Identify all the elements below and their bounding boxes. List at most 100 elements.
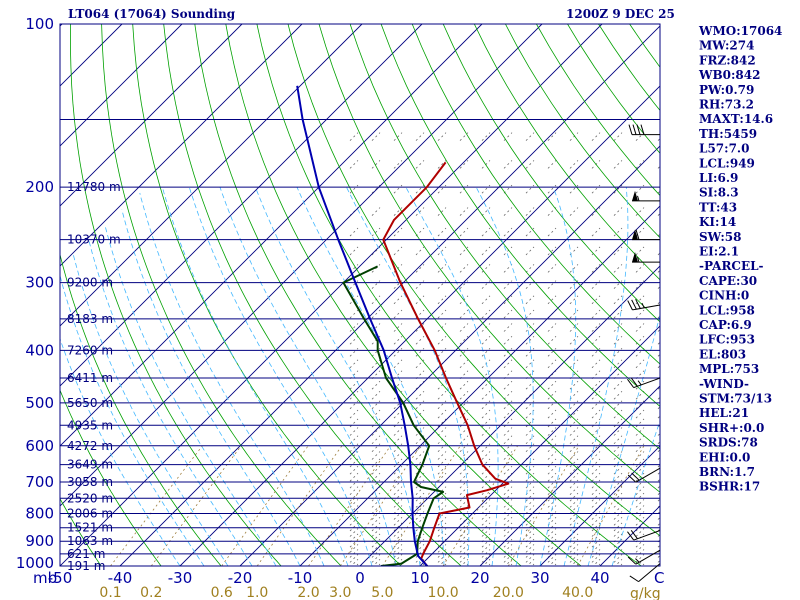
- dry-adiabat: [754, 24, 800, 566]
- isotherm-line: [60, 24, 363, 327]
- temperature-tick-label: -10: [288, 569, 313, 587]
- barb-flag: [627, 378, 635, 388]
- mixing-ratio-tick-label: 0.6: [211, 585, 233, 600]
- moist-adiabat: [121, 209, 301, 566]
- barb-flag: [636, 124, 641, 135]
- dry-adiabat: [256, 24, 642, 566]
- wind-barb: [627, 530, 661, 541]
- pressure-tick-label: 900: [25, 532, 54, 550]
- index-item: LI:6.9: [699, 171, 738, 185]
- isotherm-line: [60, 24, 603, 566]
- moist-adiabat: [475, 187, 534, 566]
- wind-barb: [627, 377, 661, 389]
- temperature-profile: [382, 161, 510, 566]
- height-label: 191 m: [67, 559, 105, 573]
- barb-staff: [635, 467, 661, 483]
- index-item: MPL:753: [699, 362, 759, 376]
- height-label: 7260 m: [67, 343, 113, 357]
- moist-adiabat: [104, 224, 277, 566]
- index-item: CINH:0: [699, 289, 749, 303]
- index-item: LCL:949: [699, 156, 755, 170]
- temperature-unit-label: C: [654, 569, 664, 587]
- height-label: 2520 m: [67, 491, 113, 505]
- isotherm-line: [60, 24, 303, 267]
- height-label: 9200 m: [67, 276, 113, 290]
- mixing-ratio-tick-label: 1.0: [246, 585, 268, 600]
- isotherm-line: [0, 24, 2, 566]
- wind-barb: [627, 467, 661, 483]
- mixing-ratio-tick-label: 10.0: [428, 585, 459, 600]
- mixing-ratio-tick-label: 3.0: [329, 585, 351, 600]
- mixing-ratio-tick-label: 20.0: [493, 585, 524, 600]
- index-item: CAP:6.9: [699, 318, 752, 332]
- moist-adiabat: [60, 337, 181, 566]
- wind-barb: [627, 549, 661, 565]
- wind-barb: [627, 298, 661, 311]
- wind-barb: [632, 190, 660, 202]
- wind-barbs: [627, 124, 661, 583]
- isotherm-line: [60, 24, 543, 507]
- isotherm-line: [119, 25, 660, 566]
- height-label: 3058 m: [67, 475, 113, 489]
- barb-half-flag: [637, 380, 642, 386]
- isotherm-line: [60, 24, 183, 147]
- barb-staff: [632, 304, 661, 311]
- index-item: CAPE:30: [699, 274, 757, 288]
- barb-staff: [633, 530, 661, 541]
- height-label: 11780 m: [67, 180, 121, 194]
- barb-flag: [627, 474, 637, 483]
- background-lines: [0, 24, 800, 566]
- isotherm-line: [60, 24, 423, 387]
- mixing-ratio-line: [150, 445, 242, 566]
- isotherm-line: [539, 445, 660, 566]
- temperature-tick-label: -50: [48, 569, 73, 587]
- dry-adiabat: [785, 24, 800, 566]
- index-item: STM:73/13: [699, 392, 772, 406]
- index-item: PW:0.79: [699, 83, 754, 97]
- index-item: SW:58: [699, 230, 741, 244]
- pressure-tick-label: 100: [25, 15, 54, 33]
- height-label: 6411 m: [67, 371, 113, 385]
- parcel-profile: [296, 85, 428, 566]
- height-label: 4935 m: [67, 418, 113, 432]
- mixing-ratio-line: [110, 445, 203, 566]
- chart-time: 1200Z 9 DEC 25: [566, 7, 675, 21]
- isotherm-line: [479, 385, 660, 566]
- indices-panel: WMO:17064MW:274FRZ:842WB0:842PW:0.79RH:7…: [698, 24, 782, 494]
- barb-staff: [638, 563, 661, 583]
- barb-flag: [628, 124, 633, 135]
- moist-adiabat: [296, 187, 445, 566]
- index-item: SRDS:78: [699, 436, 758, 450]
- barb-flag: [629, 575, 639, 583]
- height-label: 1521 m: [67, 521, 113, 535]
- barb-flag: [630, 530, 638, 540]
- mixing-ratio-unit-label: g/kg: [630, 586, 661, 600]
- moist-adiabat: [611, 419, 660, 566]
- mixing-ratio-line: [577, 445, 645, 566]
- mixing-ratio-tick-label: 5.0: [371, 585, 393, 600]
- wind-barb: [632, 252, 660, 263]
- height-label: 3649 m: [67, 458, 113, 472]
- dry-adiabat: [536, 24, 660, 197]
- mixing-ratio-line: [381, 445, 461, 566]
- isotherm-line: [60, 24, 243, 207]
- moist-adiabat: [255, 187, 421, 566]
- height-label: 1063 m: [67, 534, 113, 548]
- isotherm-line: [239, 145, 660, 566]
- dewpoint-profile: [342, 265, 445, 566]
- dry-adiabat: [318, 24, 660, 493]
- pressure-tick-label: 500: [25, 394, 54, 412]
- index-item: FRZ:842: [699, 53, 756, 67]
- index-item: -WIND-: [699, 377, 749, 391]
- mixing-ratio-tick-label: 0.2: [140, 585, 162, 600]
- plot-frame: [59, 23, 661, 567]
- barb-pennant: [632, 190, 638, 201]
- barb-flag: [640, 124, 645, 135]
- moist-adiabat: [72, 253, 229, 566]
- temperature-tick-label: 10: [410, 569, 429, 587]
- pressure-tick-label: 600: [25, 437, 54, 455]
- index-item: MAXT:14.6: [699, 112, 773, 126]
- height-label: 621 m: [67, 547, 105, 561]
- index-item: EI:2.1: [699, 245, 739, 259]
- barb-half-flag: [641, 302, 645, 309]
